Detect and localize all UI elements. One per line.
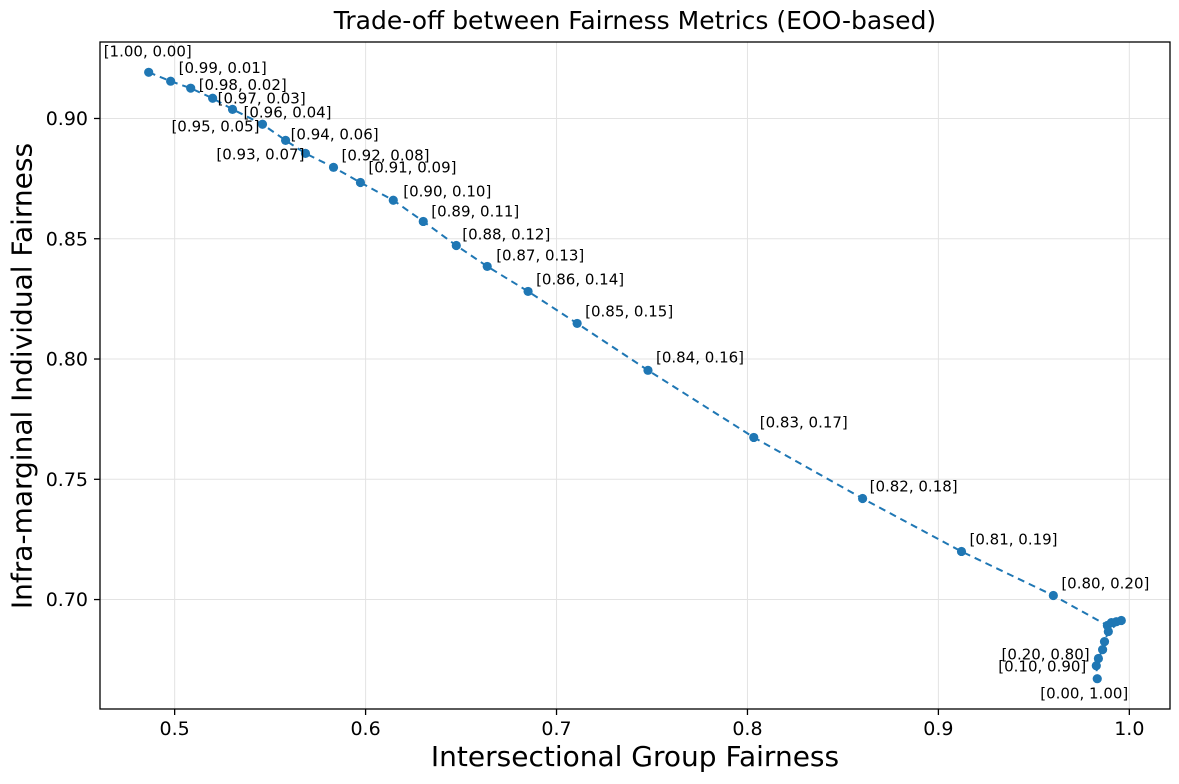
x-tick-label: 0.9 xyxy=(923,718,953,740)
point-annotation: [0.92, 0.08] xyxy=(342,146,430,164)
x-tick-label: 0.6 xyxy=(350,718,380,740)
point-annotation: [0.84, 0.16] xyxy=(656,348,744,366)
data-point-marker xyxy=(451,240,461,251)
point-annotations: [1.00, 0.00][0.99, 0.01][0.98, 0.02][0.9… xyxy=(104,42,1150,702)
point-annotation: [0.87, 0.13] xyxy=(496,246,584,264)
point-annotation: [0.93, 0.07] xyxy=(216,145,304,163)
chart-title: Trade-off between Fairness Metrics (EOO-… xyxy=(333,6,937,35)
data-point-marker xyxy=(355,177,366,188)
data-point-marker xyxy=(186,83,196,93)
data-point-marker xyxy=(166,76,176,86)
tick-marks xyxy=(94,117,1130,715)
point-annotation: [0.99, 0.01] xyxy=(179,59,267,77)
data-point-marker xyxy=(1091,661,1101,671)
point-annotation: [0.90, 0.10] xyxy=(403,182,491,200)
x-tick-label: 0.8 xyxy=(732,718,762,740)
data-point-marker xyxy=(956,546,967,557)
tick-labels: 0.5 0.6 0.7 0.8 0.9 1.0 0.70 0.75 0.80 0.85 0.90 xyxy=(46,108,1145,740)
point-annotation: [0.95, 0.05] xyxy=(171,117,259,135)
plot-border xyxy=(99,41,1171,710)
data-point-marker xyxy=(1093,653,1103,664)
point-annotation: [0.94, 0.06] xyxy=(291,125,379,143)
point-annotation: [0.81, 0.19] xyxy=(969,530,1057,548)
point-annotation: [0.96, 0.04] xyxy=(244,103,332,121)
y-tick-label: 0.75 xyxy=(46,469,88,491)
point-annotation: [0.89, 0.11] xyxy=(431,202,519,220)
data-point-marker xyxy=(1103,626,1113,637)
y-axis-label: Infra-marginal Individual Fairness xyxy=(5,142,39,610)
data-point-marker xyxy=(257,119,268,129)
x-tick-label: 0.7 xyxy=(541,718,571,740)
point-annotation: [1.00, 0.00] xyxy=(104,42,192,60)
point-annotation: [0.98, 0.02] xyxy=(199,76,287,94)
point-annotation: [0.20, 0.80] xyxy=(1002,646,1090,664)
y-tick-label: 0.90 xyxy=(46,108,88,130)
x-tick-label: 1.0 xyxy=(1114,718,1144,740)
data-point-marker xyxy=(1116,615,1126,626)
data-point-marker xyxy=(643,365,653,375)
data-point-marker xyxy=(280,135,291,145)
data-point-marker xyxy=(328,162,339,172)
y-tick-label: 0.85 xyxy=(46,228,88,250)
point-annotation: [0.86, 0.14] xyxy=(536,270,624,288)
y-tick-label: 0.70 xyxy=(46,589,88,611)
data-point-marker xyxy=(1099,637,1110,647)
point-annotation: [0.97, 0.03] xyxy=(218,89,306,107)
point-annotation: [0.91, 0.09] xyxy=(368,158,456,176)
point-annotation: [0.00, 1.00] xyxy=(1040,685,1128,703)
gridlines xyxy=(100,42,1170,709)
point-annotation: [0.10, 0.90] xyxy=(998,658,1086,676)
data-point-marker xyxy=(227,104,238,114)
point-annotation: [0.83, 0.17] xyxy=(760,413,848,431)
data-point-marker xyxy=(1098,644,1108,655)
data-point-marker xyxy=(144,67,154,77)
data-point-marker xyxy=(1048,590,1058,601)
point-annotation: [0.82, 0.18] xyxy=(870,478,958,496)
data-point-marker xyxy=(300,148,311,158)
y-tick-label: 0.80 xyxy=(46,349,88,371)
data-point-marker xyxy=(482,261,492,272)
data-point-marker xyxy=(1092,674,1102,684)
x-axis-label: Intersectional Group Fairness xyxy=(430,740,840,773)
data-point-marker xyxy=(523,286,533,297)
x-tick-label: 0.5 xyxy=(160,718,190,740)
point-annotation: [0.88, 0.12] xyxy=(462,225,550,243)
data-point-marker xyxy=(208,93,218,103)
point-annotation: [0.85, 0.15] xyxy=(585,302,673,320)
point-annotation: [0.80, 0.20] xyxy=(1061,574,1149,592)
data-point-marker xyxy=(572,318,582,329)
data-point-marker xyxy=(388,195,398,205)
data-point-marker xyxy=(418,216,428,227)
data-point-marker xyxy=(857,493,868,504)
data-point-marker xyxy=(749,432,759,443)
data-points xyxy=(144,67,1126,684)
